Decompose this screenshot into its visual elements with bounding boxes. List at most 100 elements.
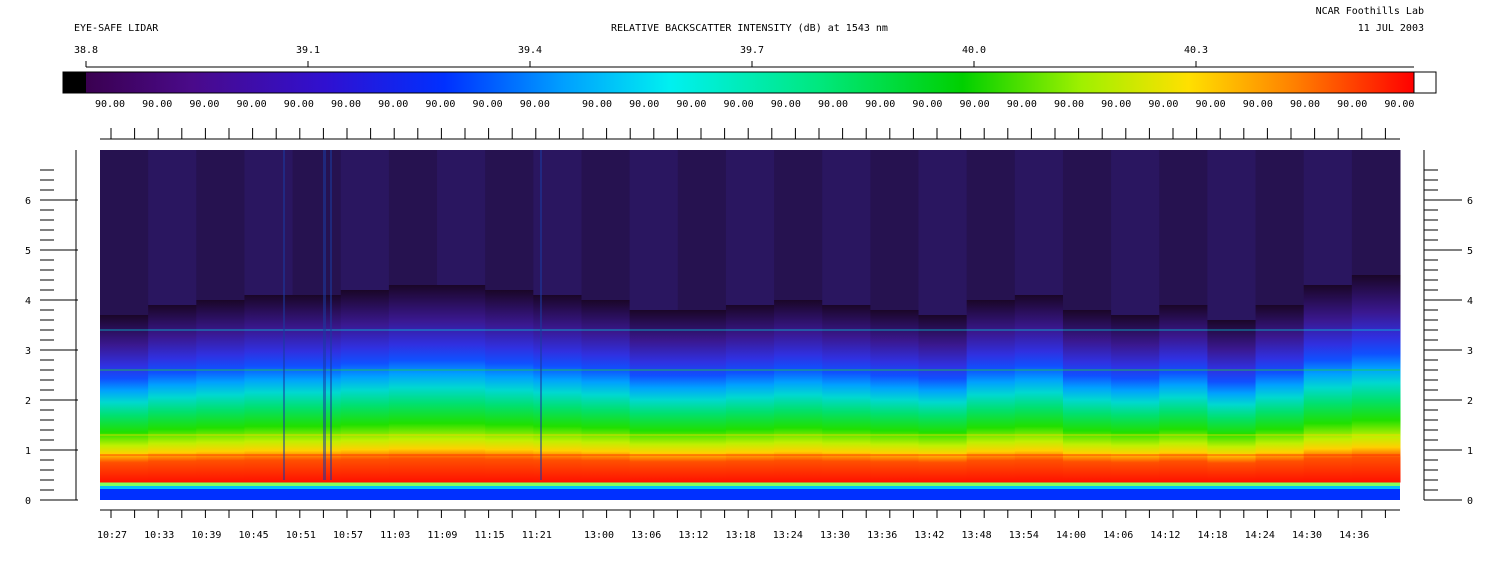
mixed-layer-column [148, 305, 197, 483]
upper-air-column [1159, 150, 1208, 305]
colorbar-bin-label: 90.00 [473, 99, 503, 110]
mixed-layer-column [388, 285, 438, 483]
colorbar-bin-label: 90.00 [629, 99, 659, 110]
colorbar-bin-label: 90.00 [1243, 99, 1273, 110]
y-tick-label-right: 3 [1467, 346, 1473, 357]
mixed-layer-column [677, 310, 727, 483]
x-tick-label: 13:00 [584, 530, 614, 541]
upper-air-column [1014, 150, 1064, 295]
colorbar-bin-label: 90.00 [189, 99, 219, 110]
y-tick-label-right: 1 [1467, 446, 1473, 457]
x-tick-label: 14:36 [1339, 530, 1369, 541]
colorbar-bin-label: 90.00 [960, 99, 990, 110]
data-streak [323, 150, 326, 480]
mixed-layer-column [340, 290, 390, 483]
colorbar-bin-label: 90.00 [1054, 99, 1084, 110]
colorbar-black-cell [63, 72, 86, 93]
colorbar-frame [62, 71, 1437, 94]
colorbar-scale-label: 40.0 [962, 45, 986, 56]
colorbar-white-cell [1413, 71, 1437, 94]
colorbar-bin-label: 90.00 [520, 99, 550, 110]
mixed-layer-column [725, 305, 775, 483]
colorbar-bin-label: 90.00 [425, 99, 455, 110]
y-tick-label-left: 4 [25, 296, 31, 307]
colorbar-scale-label: 39.1 [296, 45, 320, 56]
colorbar-bin-label: 90.00 [582, 99, 612, 110]
colorbar-bin-label: 90.00 [865, 99, 895, 110]
upper-air-column [918, 150, 968, 315]
colorbar-bin-label: 90.00 [1007, 99, 1037, 110]
x-tick-label: 13:48 [962, 530, 992, 541]
upper-air-column [388, 150, 438, 285]
y-tick-label-right: 5 [1467, 246, 1473, 257]
upper-air-column [1111, 150, 1160, 315]
x-tick-label: 14:24 [1245, 530, 1275, 541]
upper-air-column [100, 150, 149, 315]
upper-air-column [244, 150, 294, 295]
colorbar-bin-label: 90.00 [331, 99, 361, 110]
near-range-blue-band [100, 489, 1400, 500]
colorbar-bin-label: 90.00 [237, 99, 267, 110]
upper-air-column [1207, 150, 1257, 320]
x-tick-label: 13:36 [867, 530, 897, 541]
data-streak [540, 150, 542, 480]
colorbar-bin-label: 90.00 [724, 99, 754, 110]
upper-air-column [340, 150, 390, 290]
mixed-layer-column [822, 305, 871, 483]
x-tick-label: 13:06 [631, 530, 661, 541]
mixed-layer-column [1207, 320, 1257, 483]
colorbar-bin-label: 90.00 [1196, 99, 1226, 110]
upper-air-column [1303, 150, 1353, 285]
mixed-layer-column [581, 300, 631, 483]
x-tick-label: 13:12 [678, 530, 708, 541]
upper-air-column [725, 150, 775, 305]
mixed-layer-column [774, 300, 823, 483]
x-tick-label: 14:00 [1056, 530, 1086, 541]
x-tick-label: 11:21 [522, 530, 552, 541]
date-label: 11 JUL 2003 [1357, 23, 1424, 34]
colorbar-bin-label: 90.00 [378, 99, 408, 110]
x-tick-label: 14:12 [1150, 530, 1180, 541]
y-tick-label-right: 0 [1467, 496, 1473, 507]
mixed-layer-column [196, 300, 245, 483]
upper-air-column [437, 150, 486, 285]
y-tick-label-right: 2 [1467, 396, 1473, 407]
upper-air-column [292, 150, 342, 295]
x-tick-label: 13:18 [726, 530, 756, 541]
mixed-layer-column [1014, 295, 1064, 483]
mixed-layer-column [100, 315, 149, 483]
colorbar-bin-label: 90.00 [1384, 99, 1414, 110]
mixed-layer-column [437, 285, 486, 483]
heatmap-plot [100, 150, 1401, 500]
colorbar: 38.8 39.1 39.4 39.7 40.0 40.3 90.00 90.00 90.00 9… [62, 45, 1437, 110]
x-tick-label: 13:42 [914, 530, 944, 541]
y-tick-label-left: 3 [25, 346, 31, 357]
x-tick-label: 10:57 [333, 530, 363, 541]
mixed-layer-column [1303, 285, 1353, 483]
y-tick-label-left: 6 [25, 196, 31, 207]
mixed-layer-column [485, 290, 534, 483]
y-tick-label-right: 6 [1467, 196, 1473, 207]
x-tick-label: 13:54 [1009, 530, 1039, 541]
org-label: NCAR Foothills Lab [1315, 6, 1424, 17]
upper-air-column [196, 150, 245, 300]
mixed-layer-column [1255, 305, 1305, 483]
upper-air-column [822, 150, 871, 305]
x-tick-label: 10:51 [286, 530, 316, 541]
upper-air-column [1062, 150, 1112, 310]
colorbar-scale-label: 40.3 [1184, 45, 1208, 56]
colorbar-bin-label: 90.00 [284, 99, 314, 110]
near-range-bright-band [100, 482, 1400, 487]
colorbar-bin-label: 90.00 [95, 99, 125, 110]
x-tick-label: 14:06 [1103, 530, 1133, 541]
mixed-layer-column [966, 300, 1016, 483]
chart-title: RELATIVE BACKSCATTER INTENSITY (dB) at 1… [611, 23, 888, 34]
x-tick-label: 10:33 [144, 530, 174, 541]
near-range-cyan-band [100, 486, 1400, 491]
mixed-layer-column [1351, 275, 1401, 483]
y-tick-label-right: 4 [1467, 296, 1473, 307]
x-tick-label: 10:27 [97, 530, 127, 541]
x-tick-label: 11:03 [380, 530, 410, 541]
upper-air-column [677, 150, 727, 310]
